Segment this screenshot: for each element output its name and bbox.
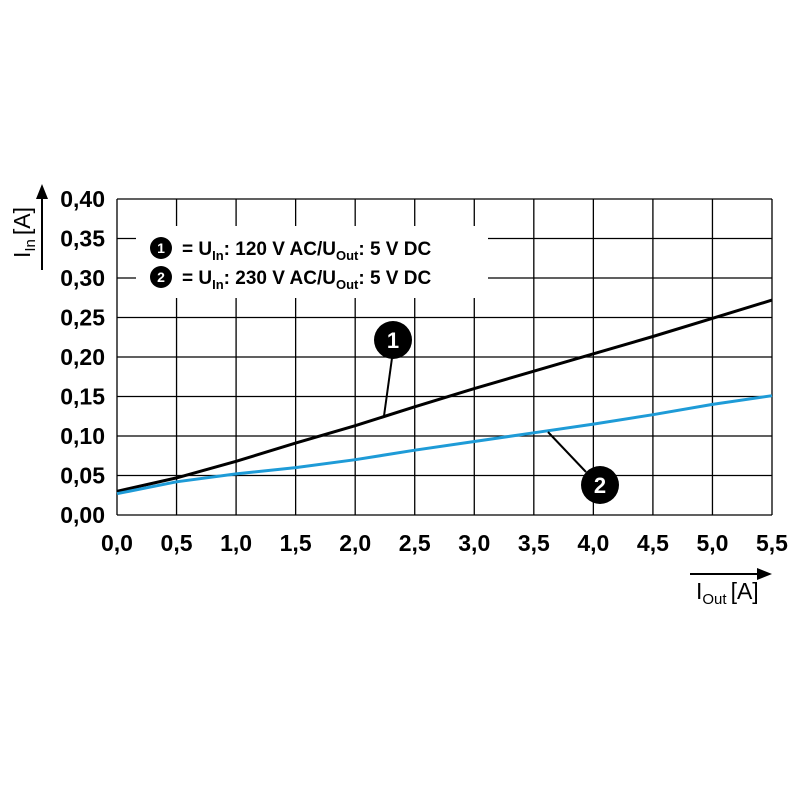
legend-1-mid: : 120 V AC/U	[224, 239, 336, 260]
x-tick-label: 2,5	[399, 530, 431, 556]
series-2-marker-label: 2	[594, 473, 606, 498]
series-1-marker	[374, 321, 412, 359]
series-1-callout: 1	[374, 321, 412, 417]
series-1-line	[116, 298, 773, 493]
legend-box	[136, 226, 488, 298]
x-tick-label: 1,5	[280, 530, 312, 556]
x-tick-label: 4,0	[577, 530, 609, 556]
svg-text:= UIn: 230 V AC/UOut: 5 V DC: = UIn: 230 V AC/UOut: 5 V DC	[182, 268, 431, 292]
x-tick-label: 1,0	[220, 530, 252, 556]
legend-marker-2	[150, 266, 172, 288]
legend-1-u: = U	[182, 239, 212, 260]
series-1-marker-label: 1	[387, 328, 399, 353]
legend-2-out-sub: Out	[336, 277, 359, 292]
x-axis-label-unit: [A]	[731, 578, 759, 604]
y-axis-label-main: I	[9, 252, 35, 258]
legend: 1 = UIn: 120 V AC/UOut: 5 V DC 2 = UIn: …	[136, 226, 488, 298]
x-axis-label-sub: Out	[702, 591, 727, 608]
y-tick-label: 0,00	[60, 502, 105, 528]
legend-2-end: : 5 V DC	[358, 268, 431, 289]
y-axis-label-unit: [A]	[9, 207, 35, 235]
series-2-callout: 2	[547, 431, 619, 504]
x-tick-label: 5,5	[756, 530, 788, 556]
x-tick-label: 3,5	[518, 530, 550, 556]
legend-item-1: 1 = UIn: 120 V AC/UOut: 5 V DC	[150, 237, 431, 263]
y-tick-label: 0,20	[60, 344, 105, 370]
tick-labels: 0,0 0,5 1,0 1,5 2,0 2,5 3,0 3,5 4,0 4,5 5,0 5,5 0,00…	[60, 186, 788, 556]
y-axis-label-sub: In	[22, 239, 39, 252]
legend-marker-2-label: 2	[157, 269, 165, 285]
y-axis-label: IIn [A]	[9, 184, 48, 270]
series-2-marker	[581, 466, 619, 504]
y-tick-label: 0,35	[60, 226, 105, 252]
x-tick-label: 0,5	[161, 530, 193, 556]
legend-1-end: : 5 V DC	[358, 239, 431, 260]
legend-item-2: 2 = UIn: 230 V AC/UOut: 5 V DC	[150, 266, 431, 292]
series-lines	[116, 298, 773, 496]
series-2-line	[116, 394, 773, 496]
svg-text:= UIn: 120 V AC/UOut: 5 V DC: = UIn: 120 V AC/UOut: 5 V DC	[182, 239, 431, 263]
x-tick-label: 4,5	[637, 530, 669, 556]
legend-marker-1-label: 1	[157, 240, 165, 256]
svg-text:IOut[A]: IOut [A]	[696, 578, 759, 608]
x-axis-label: IOut [A]	[690, 568, 772, 608]
svg-text:IIn[A]: IIn [A]	[9, 207, 39, 258]
legend-1-u-sub: In	[212, 248, 224, 263]
y-tick-label: 0,30	[60, 265, 105, 291]
x-tick-label: 0,0	[101, 530, 133, 556]
legend-2-u: = U	[182, 268, 212, 289]
y-tick-label: 0,15	[60, 384, 105, 410]
x-tick-label: 2,0	[339, 530, 371, 556]
legend-1-out-sub: Out	[336, 248, 359, 263]
y-tick-label: 0,25	[60, 305, 105, 331]
y-tick-label: 0,40	[60, 186, 105, 212]
legend-2-mid: : 230 V AC/U	[224, 268, 336, 289]
y-tick-label: 0,10	[60, 423, 105, 449]
x-tick-label: 5,0	[696, 530, 728, 556]
y-tick-label: 0,05	[60, 463, 105, 489]
legend-2-u-sub: In	[212, 277, 224, 292]
x-axis-label-main: I	[696, 578, 702, 604]
x-tick-label: 3,0	[458, 530, 490, 556]
legend-marker-1	[150, 237, 172, 259]
